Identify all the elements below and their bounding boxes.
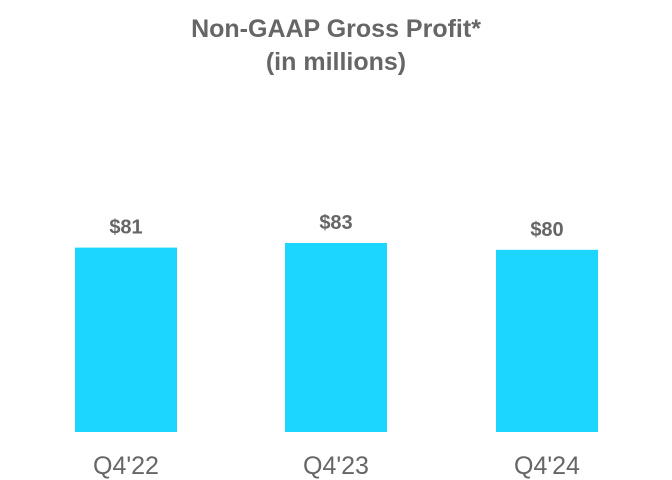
category-label-1: Q4'23 — [303, 452, 369, 480]
category-label-0: Q4'22 — [93, 452, 159, 480]
chart-subtitle: (in millions) — [265, 48, 407, 76]
data-label-2: $80 — [530, 219, 563, 241]
bar-0 — [75, 247, 177, 432]
category-label-2: Q4'24 — [514, 452, 580, 480]
bar-2 — [496, 249, 598, 432]
bar-1 — [285, 243, 387, 432]
chart-title: Non-GAAP Gross Profit* — [191, 15, 481, 43]
data-label-0: $81 — [109, 217, 142, 239]
data-label-1: $83 — [319, 212, 352, 234]
